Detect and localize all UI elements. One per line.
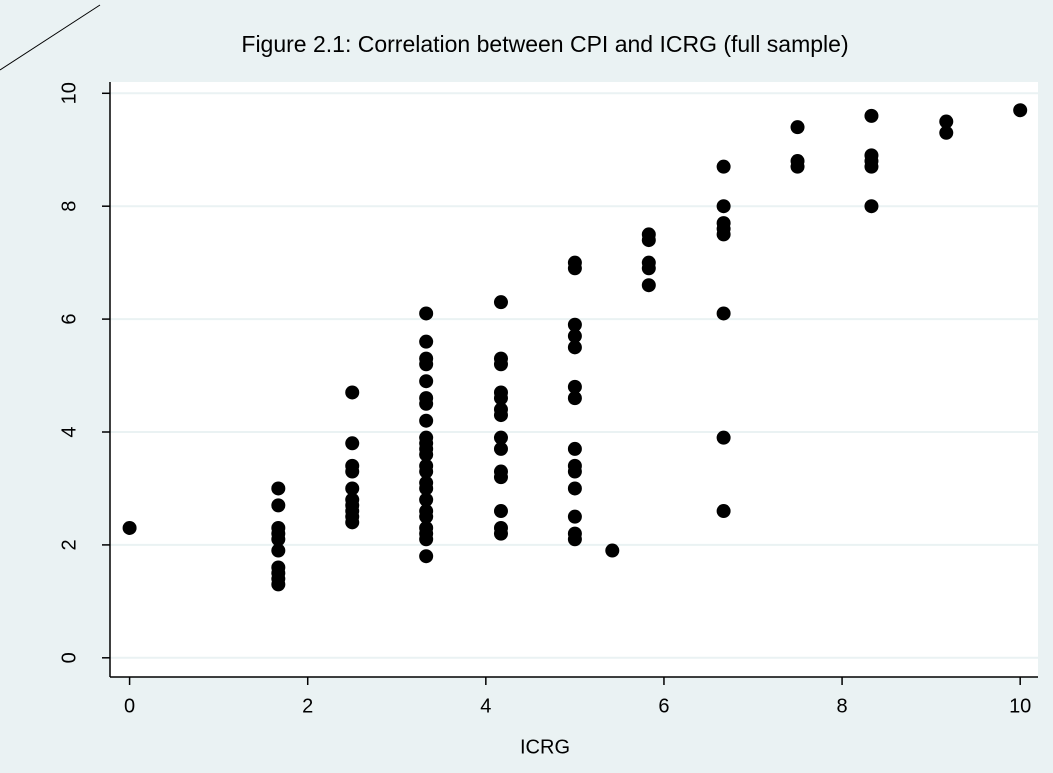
point [716,199,731,214]
point [790,120,805,135]
point [271,532,286,547]
y-tick-label: 4 [58,426,80,437]
point [864,199,879,214]
point [493,408,508,423]
point [716,430,731,445]
plot-area [110,82,1038,677]
point [939,125,954,140]
point [419,306,434,321]
point [567,509,582,524]
point [122,520,137,535]
x-tick-label: 4 [480,695,491,717]
point [567,340,582,355]
point [345,385,360,400]
x-axis-label: ICRG [520,736,570,758]
point [716,159,731,174]
point [790,159,805,174]
point [419,549,434,564]
point [493,430,508,445]
point [641,261,656,276]
point [567,379,582,394]
point [419,447,434,462]
point [567,532,582,547]
point [567,464,582,479]
x-tick-label: 10 [1009,695,1031,717]
point [271,577,286,592]
point [605,543,620,558]
point [567,441,582,456]
point [419,464,434,479]
point [641,233,656,248]
point [493,295,508,310]
point [939,114,954,129]
y-tick-label: 6 [58,314,80,325]
point [271,481,286,496]
point [345,481,360,496]
point [567,329,582,344]
point [864,159,879,174]
point [345,436,360,451]
point [419,413,434,428]
point [493,470,508,485]
point [419,481,434,496]
point [567,261,582,276]
point [419,334,434,349]
point [493,441,508,456]
point [641,278,656,293]
point [493,504,508,519]
point [1013,103,1028,118]
point [419,509,434,524]
point [864,108,879,123]
y-tick-label: 8 [58,201,80,212]
point [419,396,434,411]
point [419,532,434,547]
y-tick-label: 10 [58,82,80,104]
point [271,543,286,558]
x-tick-label: 8 [837,695,848,717]
corner-line [0,4,101,71]
point [567,391,582,406]
point [567,317,582,332]
point [419,374,434,389]
y-tick-label: 2 [58,539,80,550]
x-tick-label: 6 [658,695,669,717]
point [345,515,360,530]
chart-title: Figure 2.1: Correlation between CPI and … [241,31,848,57]
x-tick-label: 0 [124,695,135,717]
point [345,464,360,479]
point [493,391,508,406]
point [716,227,731,242]
point [567,481,582,496]
point [716,504,731,519]
point [493,357,508,372]
x-tick-label: 2 [302,695,313,717]
y-tick-label: 0 [58,652,80,663]
point [419,357,434,372]
point [493,526,508,541]
point [419,492,434,507]
point [271,498,286,513]
point [716,306,731,321]
